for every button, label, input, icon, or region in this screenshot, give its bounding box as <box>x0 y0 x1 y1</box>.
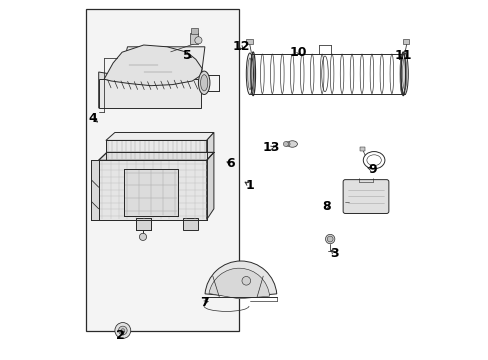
Ellipse shape <box>247 58 251 90</box>
Circle shape <box>118 326 127 335</box>
Polygon shape <box>123 169 178 216</box>
Circle shape <box>242 276 250 285</box>
Text: 2: 2 <box>116 329 124 342</box>
Polygon shape <box>136 218 151 230</box>
Wedge shape <box>208 268 269 299</box>
Bar <box>245 39 253 44</box>
Polygon shape <box>99 79 201 108</box>
Text: 10: 10 <box>289 46 306 59</box>
Polygon shape <box>104 45 202 86</box>
Ellipse shape <box>200 75 207 91</box>
Bar <box>402 39 408 44</box>
Polygon shape <box>99 72 120 108</box>
Bar <box>86 9 239 331</box>
Text: 9: 9 <box>367 163 376 176</box>
Ellipse shape <box>402 58 406 90</box>
Polygon shape <box>120 47 204 76</box>
Text: 4: 4 <box>89 112 98 125</box>
Circle shape <box>283 141 288 147</box>
Ellipse shape <box>284 142 289 146</box>
Text: 7: 7 <box>200 296 209 309</box>
Bar <box>359 147 365 151</box>
Ellipse shape <box>198 71 209 94</box>
Text: 13: 13 <box>262 141 280 154</box>
Circle shape <box>121 329 124 332</box>
Polygon shape <box>106 140 206 160</box>
Polygon shape <box>91 160 99 220</box>
Ellipse shape <box>246 53 253 95</box>
FancyBboxPatch shape <box>343 180 388 213</box>
Circle shape <box>115 323 130 338</box>
Bar <box>190 33 198 44</box>
Text: 6: 6 <box>226 157 235 170</box>
Text: 3: 3 <box>329 247 338 260</box>
Polygon shape <box>206 152 213 220</box>
Polygon shape <box>106 132 213 140</box>
Bar <box>191 28 197 34</box>
Circle shape <box>325 234 334 244</box>
Circle shape <box>194 37 202 44</box>
Polygon shape <box>99 160 206 220</box>
Text: 5: 5 <box>182 49 191 62</box>
Ellipse shape <box>400 53 407 95</box>
Wedge shape <box>204 261 276 297</box>
Text: 11: 11 <box>393 49 411 62</box>
Polygon shape <box>99 152 213 160</box>
Polygon shape <box>183 218 197 230</box>
Ellipse shape <box>287 141 297 147</box>
Text: 8: 8 <box>322 201 330 213</box>
Circle shape <box>139 233 146 240</box>
Text: 12: 12 <box>232 40 249 53</box>
Circle shape <box>326 236 332 242</box>
Polygon shape <box>206 132 213 160</box>
Text: 1: 1 <box>245 179 254 192</box>
